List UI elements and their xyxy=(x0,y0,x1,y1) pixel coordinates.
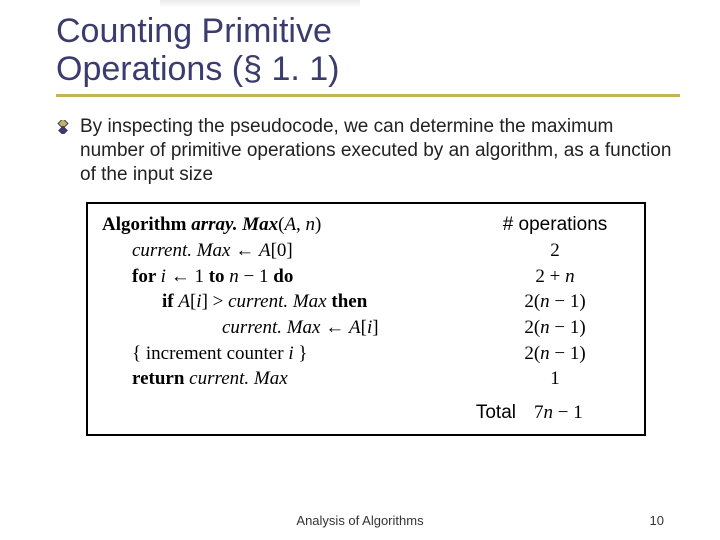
total-value: 7n − 1 xyxy=(534,402,630,424)
algorithm-box: Algorithm array. Max(A, n) current. Max … xyxy=(86,202,646,435)
algo-line-2: current. Max ← A[0] xyxy=(102,238,480,264)
pseudocode-column: Algorithm array. Max(A, n) current. Max … xyxy=(102,212,480,391)
title-line-2: Operations (§ 1. 1) xyxy=(56,50,339,88)
algo-line-4: if A[i] > current. Max then xyxy=(102,289,480,315)
decorative-shadow xyxy=(160,0,360,8)
total-row: Total 7n − 1 xyxy=(102,402,630,424)
total-label: Total xyxy=(476,402,516,424)
algo-line-1: Algorithm array. Max(A, n) xyxy=(102,212,480,238)
page-number: 10 xyxy=(650,513,664,528)
algo-line-7: return current. Max xyxy=(102,366,480,392)
ops-r3: 2(n − 1) xyxy=(480,289,630,315)
ops-r2: 2 + n xyxy=(480,264,630,290)
algo-line-3: for i ← 1 to n − 1 do xyxy=(102,264,480,290)
algo-line-5: current. Max ← A[i] xyxy=(102,315,480,341)
ops-header: # operations xyxy=(480,212,630,238)
slide-container: Counting Primitive Operations (§ 1. 1) B… xyxy=(0,0,720,436)
ops-r4: 2(n − 1) xyxy=(480,315,630,341)
algorithm-content: Algorithm array. Max(A, n) current. Max … xyxy=(102,212,630,391)
ops-r1: 2 xyxy=(480,238,630,264)
slide-title: Counting Primitive Operations (§ 1. 1) xyxy=(56,12,680,88)
ops-r5: 2(n − 1) xyxy=(480,341,630,367)
diamond-bullet-icon xyxy=(56,120,70,139)
body-bullet-row: By inspecting the pseudocode, we can det… xyxy=(56,115,680,186)
title-underline xyxy=(56,94,680,97)
operations-column: # operations 2 2 + n 2(n − 1) 2(n − 1) 2… xyxy=(480,212,630,391)
title-line-1: Counting Primitive xyxy=(56,12,332,50)
body-text: By inspecting the pseudocode, we can det… xyxy=(80,115,680,186)
algo-line-6: { increment counter i } xyxy=(102,341,480,367)
footer-text: Analysis of Algorithms xyxy=(0,513,720,528)
ops-r6: 1 xyxy=(480,366,630,392)
